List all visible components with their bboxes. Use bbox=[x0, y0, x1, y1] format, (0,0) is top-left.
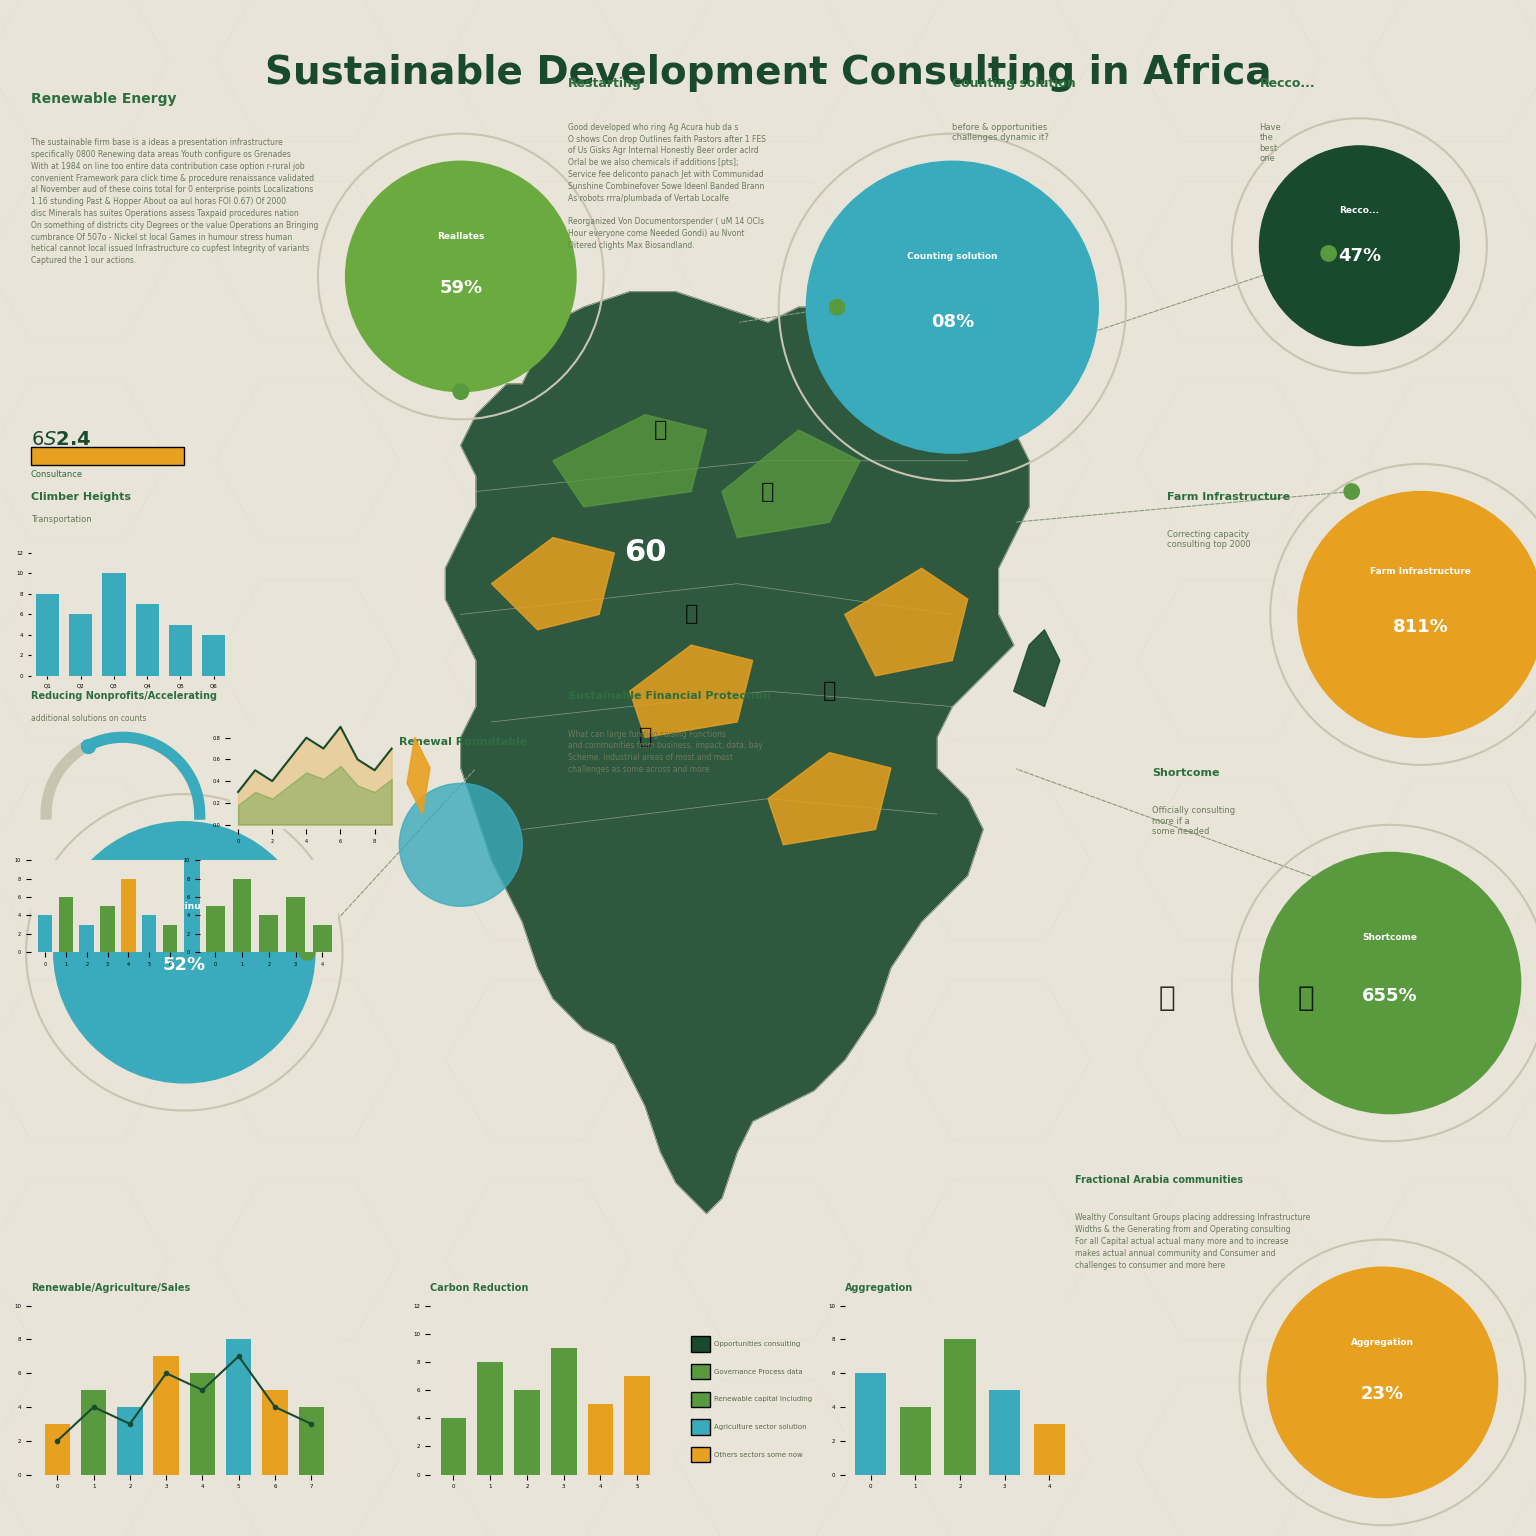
Text: before & opportunities
challenges dynamic it?: before & opportunities challenges dynami… bbox=[952, 123, 1049, 143]
Text: Counting solution: Counting solution bbox=[952, 77, 1077, 89]
Text: The sustainable firm base is a ideas a presentation infrastructure
specifically : The sustainable firm base is a ideas a p… bbox=[31, 138, 318, 266]
Text: Others sectors some now: Others sectors some now bbox=[714, 1452, 803, 1458]
Bar bbox=[35, 594, 58, 676]
Text: Recco...: Recco... bbox=[1260, 77, 1315, 89]
Bar bbox=[588, 1404, 613, 1475]
Text: Consultance: Consultance bbox=[31, 470, 83, 479]
Bar bbox=[206, 906, 224, 952]
Text: Governance Process data: Governance Process data bbox=[714, 1369, 803, 1375]
Text: Reallates: Reallates bbox=[438, 232, 484, 241]
Text: Reducing Nonprofits/Accelerating: Reducing Nonprofits/Accelerating bbox=[31, 691, 217, 702]
Text: 🏗: 🏗 bbox=[1298, 985, 1313, 1012]
Text: Farm Infrastructure: Farm Infrastructure bbox=[1167, 492, 1290, 502]
Bar bbox=[45, 1424, 71, 1475]
Text: 655%: 655% bbox=[1362, 988, 1418, 1005]
Circle shape bbox=[453, 384, 468, 399]
Circle shape bbox=[54, 822, 315, 1083]
FancyBboxPatch shape bbox=[691, 1419, 710, 1435]
Circle shape bbox=[1344, 883, 1359, 899]
Text: 52%: 52% bbox=[163, 957, 206, 974]
Bar bbox=[117, 1407, 143, 1475]
Text: Opportunities consulting: Opportunities consulting bbox=[714, 1341, 800, 1347]
Text: Renewable Energy: Renewable Energy bbox=[31, 92, 177, 106]
Bar bbox=[80, 925, 94, 952]
Bar bbox=[945, 1339, 975, 1475]
Text: Carbon Reduction: Carbon Reduction bbox=[430, 1283, 528, 1293]
Circle shape bbox=[1267, 1267, 1498, 1498]
Polygon shape bbox=[407, 737, 430, 814]
Text: 23%: 23% bbox=[1361, 1385, 1404, 1402]
Circle shape bbox=[1321, 246, 1336, 261]
Text: Aggregation: Aggregation bbox=[1350, 1338, 1415, 1347]
Bar bbox=[624, 1376, 650, 1475]
Bar bbox=[163, 925, 177, 952]
Circle shape bbox=[300, 945, 315, 960]
Bar bbox=[154, 1356, 178, 1475]
Text: 🏛: 🏛 bbox=[654, 419, 667, 441]
Bar bbox=[1034, 1424, 1064, 1475]
Bar bbox=[121, 879, 135, 952]
Circle shape bbox=[1260, 852, 1521, 1114]
Bar bbox=[103, 573, 126, 676]
Bar bbox=[141, 915, 157, 952]
FancyBboxPatch shape bbox=[691, 1336, 710, 1352]
Bar bbox=[58, 897, 74, 952]
Bar bbox=[441, 1418, 467, 1475]
Text: Agriculture sector solution: Agriculture sector solution bbox=[714, 1424, 806, 1430]
Bar bbox=[900, 1407, 931, 1475]
Circle shape bbox=[1260, 146, 1459, 346]
Polygon shape bbox=[492, 538, 614, 630]
Polygon shape bbox=[630, 645, 753, 737]
Bar bbox=[203, 634, 226, 676]
Text: Restarting: Restarting bbox=[568, 77, 642, 89]
Text: 59%: 59% bbox=[439, 280, 482, 296]
Bar bbox=[856, 1373, 886, 1475]
Polygon shape bbox=[445, 292, 1029, 1213]
Text: 811%: 811% bbox=[1393, 617, 1448, 636]
Bar bbox=[313, 925, 332, 952]
Text: Continue: Continue bbox=[161, 902, 207, 911]
Bar bbox=[226, 1339, 252, 1475]
Text: $6S$2.4: $6S$2.4 bbox=[31, 430, 91, 449]
Text: Transportation: Transportation bbox=[31, 515, 91, 524]
Text: 🔨: 🔨 bbox=[1160, 985, 1175, 1012]
Circle shape bbox=[806, 161, 1098, 453]
Polygon shape bbox=[722, 430, 860, 538]
Circle shape bbox=[829, 300, 845, 315]
Bar bbox=[135, 604, 158, 676]
Text: 🏠: 🏠 bbox=[823, 680, 836, 702]
Bar bbox=[260, 915, 278, 952]
Circle shape bbox=[1298, 492, 1536, 737]
Bar bbox=[232, 879, 252, 952]
Text: 60: 60 bbox=[624, 539, 667, 567]
Text: What can large funding raising Functions
and communities from business, impact, : What can large funding raising Functions… bbox=[568, 730, 763, 774]
Circle shape bbox=[346, 161, 576, 392]
Text: 🌿: 🌿 bbox=[685, 604, 697, 625]
Bar bbox=[190, 1373, 215, 1475]
Bar bbox=[81, 1390, 106, 1475]
Bar bbox=[286, 897, 306, 952]
Text: 47%: 47% bbox=[1338, 247, 1381, 264]
Text: Fractional Arabia communities: Fractional Arabia communities bbox=[1075, 1175, 1243, 1186]
Text: 📊: 📊 bbox=[762, 481, 774, 502]
Bar bbox=[478, 1362, 502, 1475]
Polygon shape bbox=[768, 753, 891, 845]
Text: Aggregation: Aggregation bbox=[845, 1283, 912, 1293]
Circle shape bbox=[399, 783, 522, 906]
Text: Renewable/Agriculture/Sales: Renewable/Agriculture/Sales bbox=[31, 1283, 190, 1293]
FancyBboxPatch shape bbox=[31, 447, 184, 465]
Polygon shape bbox=[553, 415, 707, 507]
Bar bbox=[551, 1349, 576, 1475]
Bar bbox=[100, 906, 115, 952]
Text: Recco...: Recco... bbox=[1339, 206, 1379, 215]
Text: Have
the
best
one: Have the best one bbox=[1260, 123, 1281, 163]
Bar bbox=[298, 1407, 324, 1475]
Bar bbox=[263, 1390, 287, 1475]
Text: Shortcome: Shortcome bbox=[1152, 768, 1220, 779]
Text: Officially consulting
more if a
some needed: Officially consulting more if a some nee… bbox=[1152, 806, 1235, 836]
FancyBboxPatch shape bbox=[691, 1392, 710, 1407]
Text: additional solutions on counts: additional solutions on counts bbox=[31, 714, 146, 723]
Bar bbox=[515, 1390, 539, 1475]
Text: Sustainable Financial Protection: Sustainable Financial Protection bbox=[568, 691, 771, 702]
